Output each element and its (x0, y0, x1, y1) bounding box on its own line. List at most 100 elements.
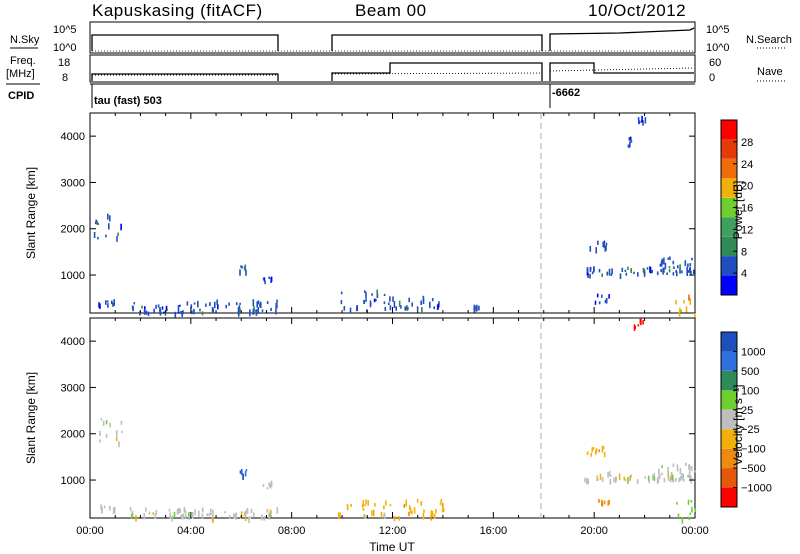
velocity-data-mark (179, 509, 181, 513)
power-data-mark (157, 304, 160, 308)
velocity-data-mark (690, 478, 692, 484)
power-data-mark (433, 306, 435, 310)
cpid-seg2: -6662 (552, 87, 580, 99)
velocity-data-mark (338, 512, 340, 519)
velocity-data-mark (228, 515, 231, 519)
velocity-data-mark (181, 514, 183, 520)
velocity-data-mark (676, 464, 679, 468)
power-data-mark (98, 302, 100, 308)
velocity-data-mark (609, 479, 612, 485)
power-data-mark (694, 312, 696, 318)
power-colorbar-segment (721, 120, 737, 140)
power-data-mark (586, 267, 589, 273)
power-data-mark (642, 268, 645, 273)
power-data-mark (691, 257, 693, 261)
velocity-data-mark (201, 513, 204, 519)
velocity-data-mark (618, 473, 621, 481)
velocity-data-mark (191, 512, 194, 519)
velocity-data-mark (129, 506, 132, 512)
freq-trace (91, 62, 694, 81)
freq-label-1: Freq. (10, 55, 36, 67)
velocity-data-mark (435, 508, 437, 514)
power-data-mark (603, 240, 606, 243)
velocity-data-mark (648, 479, 651, 484)
power-data-mark (139, 311, 141, 316)
velocity-data-mark (671, 474, 673, 480)
velocity-data-mark (249, 516, 252, 519)
velocity-data-mark (431, 513, 434, 518)
velocity-colorbar-segment (721, 351, 737, 371)
power-data-mark (256, 301, 258, 308)
power-data-mark (589, 245, 592, 252)
velocity-data-mark (430, 513, 433, 518)
velocity-colorbar-segment (721, 409, 737, 430)
velocity-data-mark (403, 503, 406, 508)
power-data-mark (621, 267, 624, 273)
velocity-data-mark (100, 418, 103, 421)
velocity-data-mark (591, 447, 593, 453)
velocity-colorbar-label: Velocity [m s⁻¹] (731, 384, 745, 465)
velocity-data-mark (681, 517, 684, 524)
power-data-mark (96, 220, 99, 225)
velocity-data-mark (598, 449, 601, 453)
power-colorbar-tick-label: 4 (741, 268, 747, 280)
power-data-mark (238, 305, 241, 309)
velocity-data-mark (184, 509, 187, 515)
velocity-data-mark (629, 475, 631, 481)
freq-right-tick-bottom: 0 (709, 72, 715, 84)
velocity-data-mark (416, 498, 419, 503)
power-data-mark (237, 310, 240, 317)
velocity-data-mark (688, 516, 691, 521)
velocity-colorbar-segment (721, 429, 737, 449)
power-data-mark (404, 306, 406, 311)
power-data-mark (216, 299, 218, 306)
power-data-mark (145, 310, 148, 315)
power-data-mark (112, 302, 114, 307)
velocity-data-mark (362, 500, 365, 507)
velocity-data-mark (173, 511, 176, 518)
velocity-data-mark (103, 505, 106, 509)
velocity-data-mark (371, 510, 373, 516)
power-data-mark (373, 298, 376, 303)
velocity-data-mark (250, 508, 253, 513)
velocity-data-mark (188, 516, 191, 521)
velocity-data-mark (176, 509, 179, 515)
x-tick-label: 08:00 (278, 525, 306, 537)
x-axis-label: Time UT (369, 540, 415, 554)
velocity-data-mark (441, 508, 444, 513)
velocity-data-mark (239, 470, 242, 474)
power-data-mark (637, 117, 640, 121)
velocity-data-mark (268, 512, 270, 517)
velocity-data-mark (244, 470, 247, 477)
power-data-mark (596, 293, 599, 298)
velocity-data-mark (599, 473, 602, 481)
power-data-mark (147, 311, 150, 316)
power-data-mark (113, 299, 115, 306)
power-data-mark (107, 303, 109, 308)
velocity-data-mark (644, 476, 646, 479)
power-data-mark (605, 298, 608, 304)
velocity-data-mark (423, 509, 425, 513)
power-data-mark (268, 276, 270, 279)
velocity-data-mark (670, 471, 673, 476)
velocity-data-mark (364, 504, 366, 507)
power-data-mark (177, 311, 180, 314)
power-panel: Slant Range [km] 1000 2000 3000 4000 (24, 112, 696, 318)
power-data-mark (384, 306, 387, 311)
power-data-mark (686, 270, 688, 276)
freq-right-tick-top: 60 (709, 57, 721, 69)
power-data-mark (411, 302, 413, 307)
power-data-mark (389, 305, 392, 311)
power-data-mark (239, 269, 241, 276)
power-data-mark (603, 242, 605, 248)
nsky-left-tick-bottom: 10^0 (53, 42, 77, 54)
velocity-data-mark (687, 499, 690, 505)
power-data-mark (688, 294, 690, 301)
velocity-data-mark (595, 450, 597, 455)
velocity-data-mark (587, 478, 589, 485)
power-data-mark (673, 266, 675, 269)
power-data-mark (627, 144, 630, 147)
velocity-data-mark (602, 445, 605, 450)
power-data-mark (672, 272, 675, 276)
velocity-data-mark (615, 476, 618, 482)
